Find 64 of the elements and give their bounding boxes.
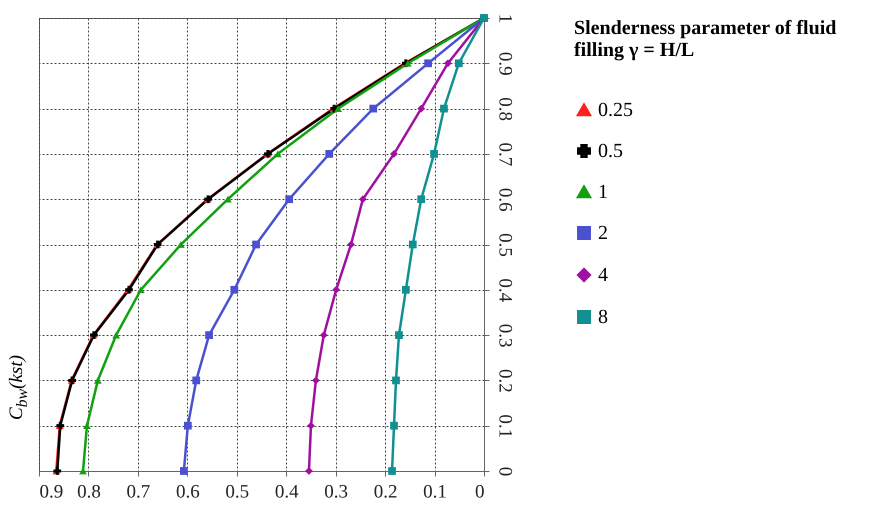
point: [430, 150, 438, 158]
legend-label: 2: [598, 222, 608, 244]
legend-label: 1: [598, 181, 608, 203]
point: [332, 286, 340, 294]
point: [192, 376, 200, 384]
point: [417, 104, 426, 112]
point: [454, 59, 463, 68]
y-tick-label: 0.3: [494, 324, 516, 348]
legend-label: 0.25: [598, 99, 633, 121]
point: [392, 376, 400, 384]
y-tick-label: 0.7: [494, 142, 516, 166]
point: [408, 240, 417, 248]
point: [417, 195, 426, 204]
point: [402, 286, 410, 294]
point: [440, 104, 448, 112]
x-tick-label: 0.9: [40, 482, 64, 502]
legend-label: 8: [598, 306, 608, 328]
y-tick-label: 1: [494, 14, 516, 24]
x-tick-label: 0: [475, 482, 484, 502]
x-tick-label: 0.1: [423, 482, 447, 502]
y-tick-label: 0: [494, 466, 516, 476]
point: [305, 467, 313, 475]
y-tick-label: 0.1: [494, 414, 516, 438]
point: [320, 331, 328, 339]
point: [395, 331, 403, 339]
y-tick-label: 0.8: [494, 97, 516, 121]
x-tick-label: 0.6: [176, 482, 200, 502]
y-tick-label: 0.5: [494, 233, 516, 257]
point: [83, 422, 91, 430]
y-tick-label: 0.9: [494, 52, 516, 76]
x-tick-label: 0.2: [374, 482, 398, 502]
point: [390, 150, 398, 158]
y-tick-label: 0.6: [494, 188, 516, 212]
legend-title: Slenderness parameter of fluid filling γ = H/L: [574, 17, 836, 61]
point: [112, 332, 120, 338]
x-tick-label: 0.4: [274, 482, 300, 502]
point: [205, 331, 213, 339]
y-tick-label: 0.4: [494, 278, 516, 303]
point: [424, 59, 432, 68]
x-tick-label: 0.3: [324, 482, 348, 502]
point: [369, 104, 378, 112]
x-tick-label: 0.7: [126, 482, 150, 502]
point: [388, 467, 396, 475]
point: [325, 150, 334, 158]
point: [358, 195, 367, 204]
point: [444, 59, 452, 68]
point: [347, 240, 355, 248]
point: [285, 195, 294, 204]
y-tick-label: 0.2: [494, 369, 516, 393]
point: [224, 196, 232, 203]
point: [230, 286, 238, 294]
legend-label: 0.5: [598, 140, 623, 162]
point: [390, 422, 398, 430]
legend-label: 4: [598, 264, 608, 286]
point: [184, 422, 192, 430]
x-tick-label: 0.5: [225, 482, 250, 502]
point: [136, 286, 145, 294]
point: [94, 377, 102, 384]
point: [177, 241, 185, 248]
point: [252, 240, 260, 248]
x-tick-label: 0.8: [77, 482, 101, 502]
point: [312, 376, 320, 384]
point: [180, 467, 188, 475]
point: [334, 105, 342, 112]
